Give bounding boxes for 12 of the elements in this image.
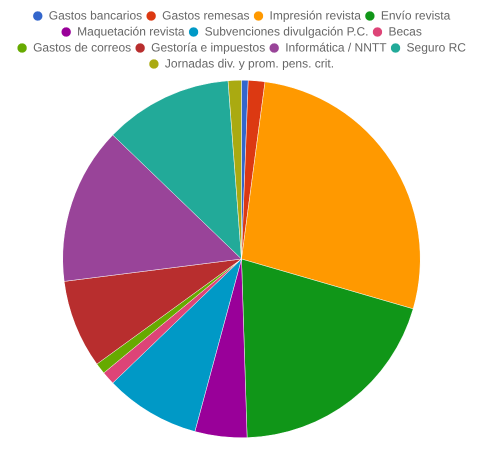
legend-label: Becas [388, 24, 422, 38]
legend-label: Gastos remesas [162, 8, 250, 22]
legend-label: Maquetación revista [77, 24, 185, 38]
legend-label: Gastos de correos [33, 40, 132, 54]
legend-label: Subvenciones divulgación P.C. [204, 24, 368, 38]
legend-label: Informática / NNTT [285, 40, 388, 54]
legend-label: Jornadas div. y prom. pens. crit. [164, 56, 334, 70]
legend-label: Gastos bancarios [48, 8, 142, 22]
legend-label: Impresión revista [270, 8, 362, 22]
legend-label: Seguro RC [406, 40, 466, 54]
legend-label: Gestoría e impuestos [151, 40, 266, 54]
legend-label: Envío revista [380, 8, 451, 22]
